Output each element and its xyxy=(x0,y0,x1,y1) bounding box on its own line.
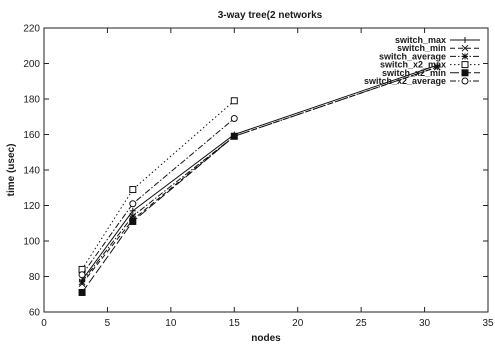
y-tick-label: 60 xyxy=(29,308,41,319)
marker-circle xyxy=(230,115,238,123)
marker-square xyxy=(230,97,238,105)
marker-filled-square xyxy=(78,288,86,296)
y-tick-label: 160 xyxy=(23,130,40,141)
marker-filled-square xyxy=(129,217,137,225)
y-tick-label: 220 xyxy=(23,24,40,35)
y-tick-label: 120 xyxy=(23,201,40,212)
marker-plus xyxy=(129,207,136,214)
x-tick-label: 10 xyxy=(165,318,177,329)
legend-label: switch_x2_min xyxy=(382,68,446,78)
marker-star xyxy=(433,63,441,71)
y-tick-label: 100 xyxy=(23,237,40,248)
marker-circle xyxy=(461,77,469,85)
legend-item: switch_x2_min xyxy=(382,68,480,78)
x-tick-label: 35 xyxy=(482,318,494,329)
marker-filled-square xyxy=(461,69,469,77)
marker-filled-square xyxy=(230,132,238,140)
marker-star xyxy=(461,53,469,60)
x-tick-label: 25 xyxy=(356,318,368,329)
marker-circle xyxy=(78,271,86,279)
legend-item: switch_max xyxy=(395,35,480,45)
marker-cross xyxy=(461,44,469,52)
legend-label: switch_min xyxy=(397,43,446,53)
y-axis-label: time (usec) xyxy=(6,144,17,197)
legend-item: switch_min xyxy=(397,43,480,53)
series-switch-x2-min xyxy=(78,132,238,296)
x-tick-label: 20 xyxy=(292,318,304,329)
x-axis-label: nodes xyxy=(251,333,281,344)
marker-plus xyxy=(462,37,468,43)
series-line xyxy=(81,118,235,276)
axis-ticks: 0 5 10 15 20 25 30 35 60 80 100 120 140 160 180 200 220 xyxy=(23,24,494,330)
marker-circle xyxy=(129,200,137,208)
x-tick-label: 0 xyxy=(41,318,47,329)
legend: switch_maxswitch_minswitch_averageswitch… xyxy=(364,35,480,86)
series-line xyxy=(81,100,235,270)
series-line xyxy=(81,64,438,281)
legend-item: switch_x2_max xyxy=(380,60,480,70)
x-tick-label: 30 xyxy=(419,318,431,329)
y-tick-label: 180 xyxy=(23,95,40,106)
y-tick-label: 200 xyxy=(23,59,40,70)
legend-item: switch_x2_average xyxy=(364,76,480,86)
series-switch-x2-max xyxy=(78,97,238,273)
legend-label: switch_x2_average xyxy=(364,76,446,86)
series-lines xyxy=(78,62,441,296)
legend-label: switch_x2_max xyxy=(380,60,446,70)
legend-label: switch_max xyxy=(395,35,446,45)
legend-item: switch_average xyxy=(379,51,480,61)
marker-square xyxy=(129,186,137,194)
marker-square xyxy=(461,61,469,69)
y-tick-label: 140 xyxy=(23,166,40,177)
y-tick-label: 80 xyxy=(29,272,41,283)
legend-label: switch_average xyxy=(379,51,446,61)
series-line xyxy=(81,66,438,283)
series-switch-x2-average xyxy=(78,115,238,279)
marker-star xyxy=(78,278,86,286)
x-tick-label: 15 xyxy=(229,318,241,329)
chart-title: 3-way tree(2 networks xyxy=(218,10,323,21)
x-tick-label: 5 xyxy=(105,318,111,329)
